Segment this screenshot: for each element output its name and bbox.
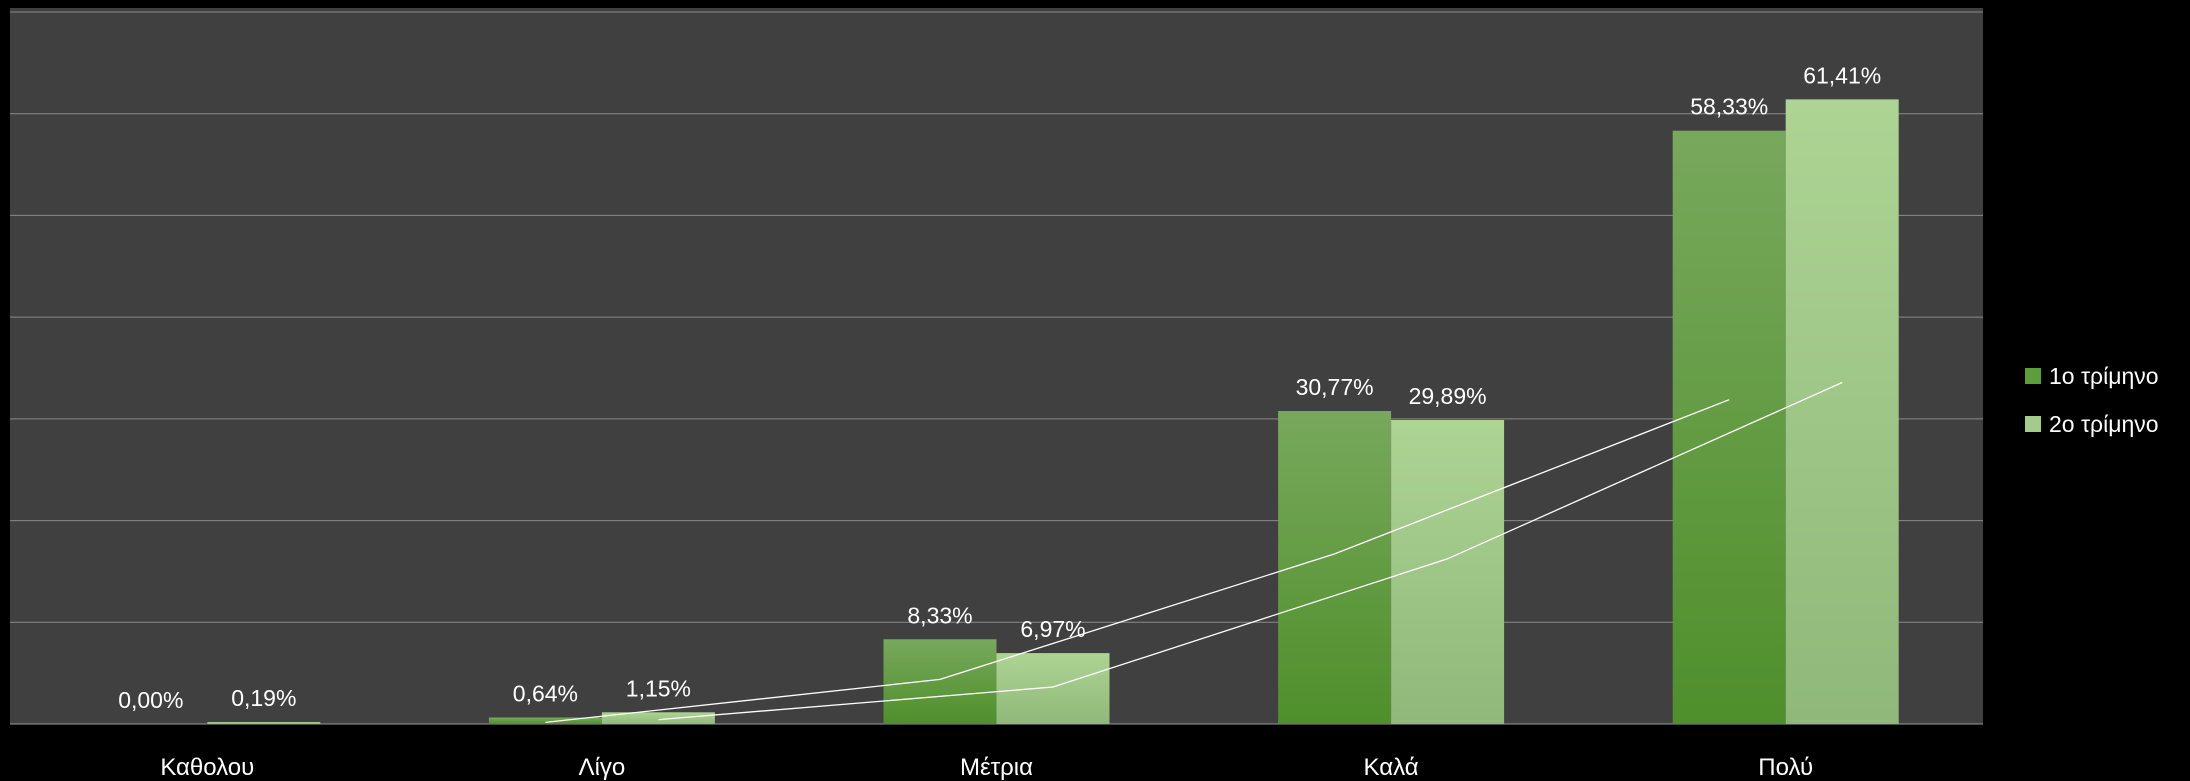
trendlines <box>545 381 1843 724</box>
legend-item-series-1: 1ο τρίμηνο <box>2025 352 2159 400</box>
legend: 1ο τρίμηνο 2ο τρίμηνο <box>2025 352 2159 448</box>
x-tick-label-0: Καθολου <box>160 754 254 781</box>
bar-series-2-1 <box>601 712 715 724</box>
bar-series-1-4 <box>1672 130 1786 725</box>
trendline-series-2 <box>658 381 1843 721</box>
data-label-series-2-0: 0,19% <box>231 685 296 711</box>
bar-series-2-3 <box>1391 419 1505 724</box>
data-label-series-1-0: 0,00% <box>118 687 183 713</box>
bar-series-1-2 <box>883 639 997 724</box>
legend-label-series-1: 1ο τρίμηνο <box>2049 362 2159 389</box>
x-tick-label-3: Καλά <box>1364 754 1419 781</box>
data-label-series-1-2: 8,33% <box>907 602 972 628</box>
x-tick-label-2: Μέτρια <box>960 754 1033 781</box>
data-labels: 0,00% 0,64% 8,33% 30,77% 58,33% 0,19% 1,15% 6,9… <box>118 62 1881 713</box>
legend-label-series-2: 2ο τρίμηνο <box>2049 410 2159 437</box>
data-label-series-1-3: 30,77% <box>1296 374 1374 400</box>
data-label-series-2-4: 61,41% <box>1803 62 1881 88</box>
x-axis-ticks: Καθολου Λίγο Μέτρια Καλά Πολύ <box>160 754 1813 781</box>
data-label-series-1-1: 0,64% <box>513 680 578 706</box>
bars <box>207 99 1899 725</box>
legend-item-series-2: 2ο τρίμηνο <box>2025 400 2159 448</box>
data-label-series-2-2: 6,97% <box>1020 616 1085 642</box>
bar-series-1-3 <box>1278 411 1392 724</box>
trendline-series-1 <box>545 399 1730 724</box>
data-label-series-2-1: 1,15% <box>626 675 691 701</box>
gridlines <box>10 11 1983 725</box>
legend-swatch-series-1 <box>2025 368 2041 384</box>
x-tick-label-1: Λίγο <box>579 754 626 781</box>
bar-series-2-4 <box>1785 99 1899 725</box>
plot-area <box>10 8 1983 724</box>
x-tick-label-4: Πολύ <box>1758 754 1813 781</box>
bar-series-1-1 <box>488 717 602 724</box>
bar-series-2-0 <box>207 722 321 724</box>
bar-series-2-2 <box>996 653 1110 724</box>
legend-swatch-series-2 <box>2025 416 2041 432</box>
data-label-series-1-4: 58,33% <box>1690 94 1768 120</box>
data-label-series-2-3: 29,89% <box>1409 383 1487 409</box>
